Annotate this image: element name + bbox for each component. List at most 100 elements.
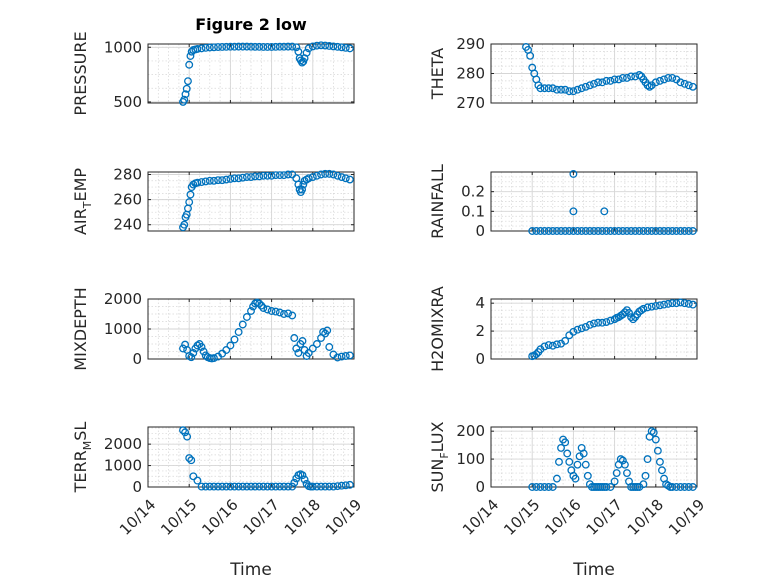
data-point [676,78,685,87]
data-point [616,455,625,464]
data-point [321,169,330,178]
y-axis-label: TERRMSL [71,422,94,494]
data-point [271,482,280,491]
data-point [680,299,689,308]
data-point [610,227,619,235]
data-point [610,315,619,324]
data-point [214,43,222,52]
data-point [242,313,251,321]
data-point [536,84,545,93]
data-point [298,337,307,345]
x-tick-label: 10/18 [281,496,324,539]
data-point [230,335,239,344]
data-point [251,172,260,181]
y-axis-label: MIXDEPTH [71,287,90,370]
y-tick-label: 200 [456,422,485,440]
y-tick-label: 0 [132,478,142,496]
data-point [238,173,247,182]
data-point [614,227,623,235]
data-point [271,307,280,316]
axes-box [490,298,698,360]
data-point [267,43,276,51]
data-point [180,95,189,104]
data-point [321,482,330,491]
data-point [594,318,603,327]
data-point [660,75,668,84]
data-point [688,227,697,235]
data-point [563,449,572,458]
data-point [284,170,293,179]
data-point [544,483,553,491]
data-point [308,42,317,51]
data-point [684,227,693,235]
data-point [664,481,673,490]
data-point [536,483,545,491]
y-tick-label: 280 [113,166,142,184]
data-point [680,483,689,491]
data-point [255,42,264,51]
data-point [561,85,570,94]
data-point [643,455,652,464]
data-point [573,85,582,94]
data-point [653,446,662,455]
data-point [230,174,239,183]
data-point [312,41,321,50]
x-axis-label-left: Time [229,560,272,580]
axes-box [490,171,698,232]
data-point [602,76,611,85]
x-tick-label: 10/14 [116,496,159,539]
data-point [668,73,677,82]
data-point [548,84,557,93]
data-point [284,42,293,51]
y-tick-label: 270 [456,94,485,112]
data-point [573,460,582,469]
data-point [631,227,640,235]
data-point [688,82,697,91]
data-point [581,227,590,235]
data-point [341,174,350,183]
data-point [247,307,255,315]
data-point [329,170,338,179]
data-point [532,483,541,491]
data-point [651,227,660,235]
data-point [561,438,570,447]
data-point [528,483,537,491]
data-point [298,185,307,194]
y-tick-label: 290 [456,35,485,53]
data-point [185,198,194,207]
data-point [294,180,303,189]
y-tick-label: 240 [113,216,142,234]
x-tick-label: 10/14 [459,496,502,539]
data-point [197,178,206,186]
data-point [552,340,561,349]
data-point [234,42,243,51]
data-point [581,460,590,469]
y-tick-label: 280 [456,65,485,83]
y-axis-label-suffix: LUX [428,421,447,452]
data-point [284,309,293,318]
data-point [573,325,582,334]
data-point [528,227,537,235]
data-point [201,177,210,186]
data-point [614,75,623,84]
data-point [598,318,607,327]
y-tick-label: 4 [475,294,485,312]
y-axis-label: H2OMIXRA [428,286,447,372]
data-point [275,42,284,51]
data-point [226,341,235,350]
data-point [197,44,206,53]
data-point [540,342,549,351]
data-point [583,471,592,480]
data-point [238,482,247,491]
data-point [639,304,648,313]
data-point [655,457,664,466]
data-point [672,483,681,491]
data-point [302,48,311,57]
data-point [275,482,284,491]
data-point [577,227,586,235]
data-point [548,341,557,350]
x-tick-label: 10/17 [240,496,283,539]
data-point [639,227,648,235]
data-point [569,207,578,216]
data-point [197,482,206,491]
